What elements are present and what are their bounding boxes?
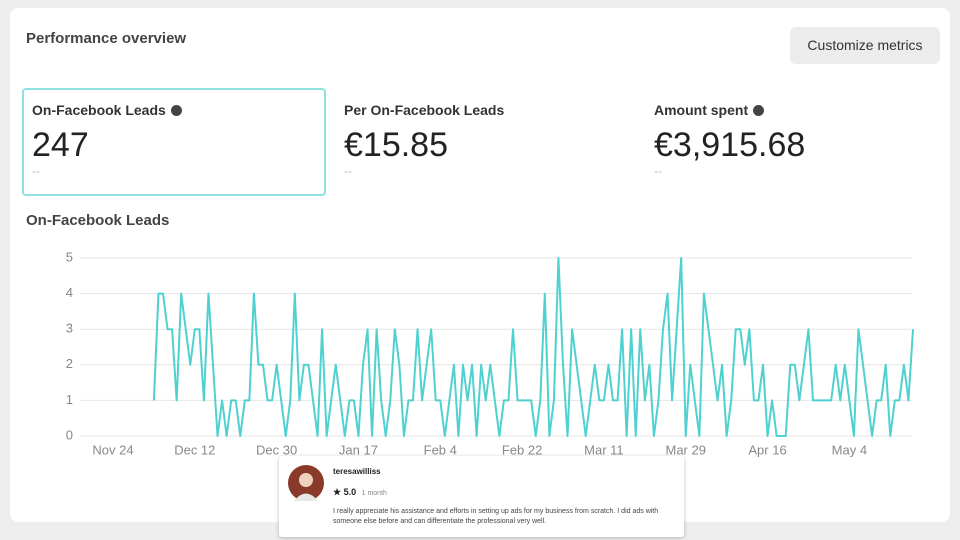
x-tick-label: Mar 29 xyxy=(665,442,705,457)
title: Performance overview xyxy=(26,30,187,47)
info-icon[interactable] xyxy=(753,105,765,116)
x-tick-label: May 4 xyxy=(832,442,867,457)
metric-sub: -- xyxy=(344,164,352,178)
rating-value: 5.0 xyxy=(343,487,357,497)
chart-title: On-Facebook Leads xyxy=(26,212,170,229)
metric-label-text: On-Facebook Leads xyxy=(32,102,166,118)
x-tick-label: Feb 4 xyxy=(424,442,457,457)
review-card: teresawilliss ★ 5.0 1 month I really app… xyxy=(279,456,684,537)
metric-value: €3,915.68 xyxy=(654,126,806,164)
y-tick-label: 1 xyxy=(66,392,73,407)
metric-card[interactable]: On-Facebook Leads 247 -- xyxy=(22,88,326,196)
info-icon[interactable] xyxy=(170,105,182,116)
metric-label: On-Facebook Leads xyxy=(32,102,182,118)
x-tick-label: Dec 30 xyxy=(256,442,297,457)
x-tick-label: Nov 24 xyxy=(92,442,133,457)
x-tick-label: Mar 11 xyxy=(584,442,624,457)
metric-value: €15.85 xyxy=(344,126,448,164)
metric-sub: -- xyxy=(32,164,40,178)
line xyxy=(152,257,914,437)
metric-label: Amount spent xyxy=(654,102,765,118)
metric-card[interactable]: Amount spent €3,915.68 -- xyxy=(646,90,946,194)
metric-card[interactable]: Per On-Facebook Leads €15.85 -- xyxy=(336,90,636,194)
metric-label: Per On-Facebook Leads xyxy=(344,102,505,118)
review-time: 1 month xyxy=(361,490,387,497)
x-tick-label: Apr 16 xyxy=(748,442,786,457)
rating: ★ 5.0 1 month xyxy=(333,487,387,497)
y-tick-label: 3 xyxy=(66,321,73,336)
avatar xyxy=(288,465,324,501)
metric-label-text: Amount spent xyxy=(654,102,749,118)
customize-button[interactable]: Customize metrics xyxy=(790,27,940,64)
reviewer-name: teresawilliss xyxy=(333,467,381,476)
metric-sub: -- xyxy=(654,164,662,178)
y-tick-label: 4 xyxy=(66,285,73,300)
x-tick-label: Dec 12 xyxy=(174,442,215,457)
x-tick-label: Jan 17 xyxy=(339,442,378,457)
review-text: I really appreciate his assistance and e… xyxy=(333,508,659,525)
metric-value: 247 xyxy=(32,126,89,164)
x-tick-label: Feb 22 xyxy=(502,442,542,457)
y-tick-label: 0 xyxy=(66,427,73,442)
y-tick-label: 2 xyxy=(66,356,73,371)
y-tick-label: 5 xyxy=(66,249,73,264)
